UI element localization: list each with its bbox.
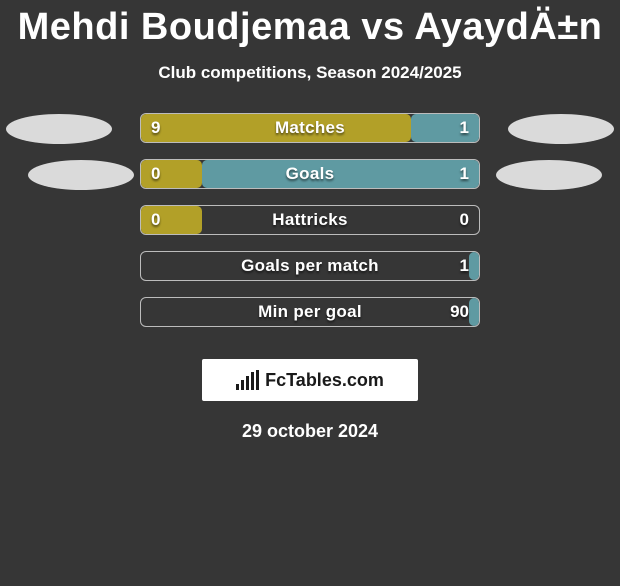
- stat-bar: 90Min per goal: [140, 297, 480, 327]
- stat-row: 01Goals: [0, 157, 620, 203]
- stat-label: Hattricks: [141, 206, 479, 234]
- logo-text: FcTables.com: [265, 370, 384, 391]
- left-player-ellipse: [28, 160, 134, 190]
- fctables-link[interactable]: FcTables.com: [202, 359, 418, 401]
- comparison-rows: 91Matches 01Goals 00Hattricks 1Goals per ma…: [0, 111, 620, 341]
- left-player-ellipse: [6, 114, 112, 144]
- stat-bar: 91Matches: [140, 113, 480, 143]
- snapshot-date: 29 october 2024: [0, 421, 620, 442]
- stat-bar: 1Goals per match: [140, 251, 480, 281]
- page-subtitle: Club competitions, Season 2024/2025: [0, 63, 620, 83]
- stat-row: 91Matches: [0, 111, 620, 157]
- stat-row: 90Min per goal: [0, 295, 620, 341]
- stat-label: Min per goal: [141, 298, 479, 326]
- chart-icon: [236, 370, 259, 390]
- stat-row: 00Hattricks: [0, 203, 620, 249]
- stat-label: Matches: [141, 114, 479, 142]
- stat-bar: 01Goals: [140, 159, 480, 189]
- stat-label: Goals per match: [141, 252, 479, 280]
- stat-label: Goals: [141, 160, 479, 188]
- stat-bar: 00Hattricks: [140, 205, 480, 235]
- right-player-ellipse: [508, 114, 614, 144]
- page-title: Mehdi Boudjemaa vs AyaydÄ±n: [0, 6, 620, 49]
- right-player-ellipse: [496, 160, 602, 190]
- stat-row: 1Goals per match: [0, 249, 620, 295]
